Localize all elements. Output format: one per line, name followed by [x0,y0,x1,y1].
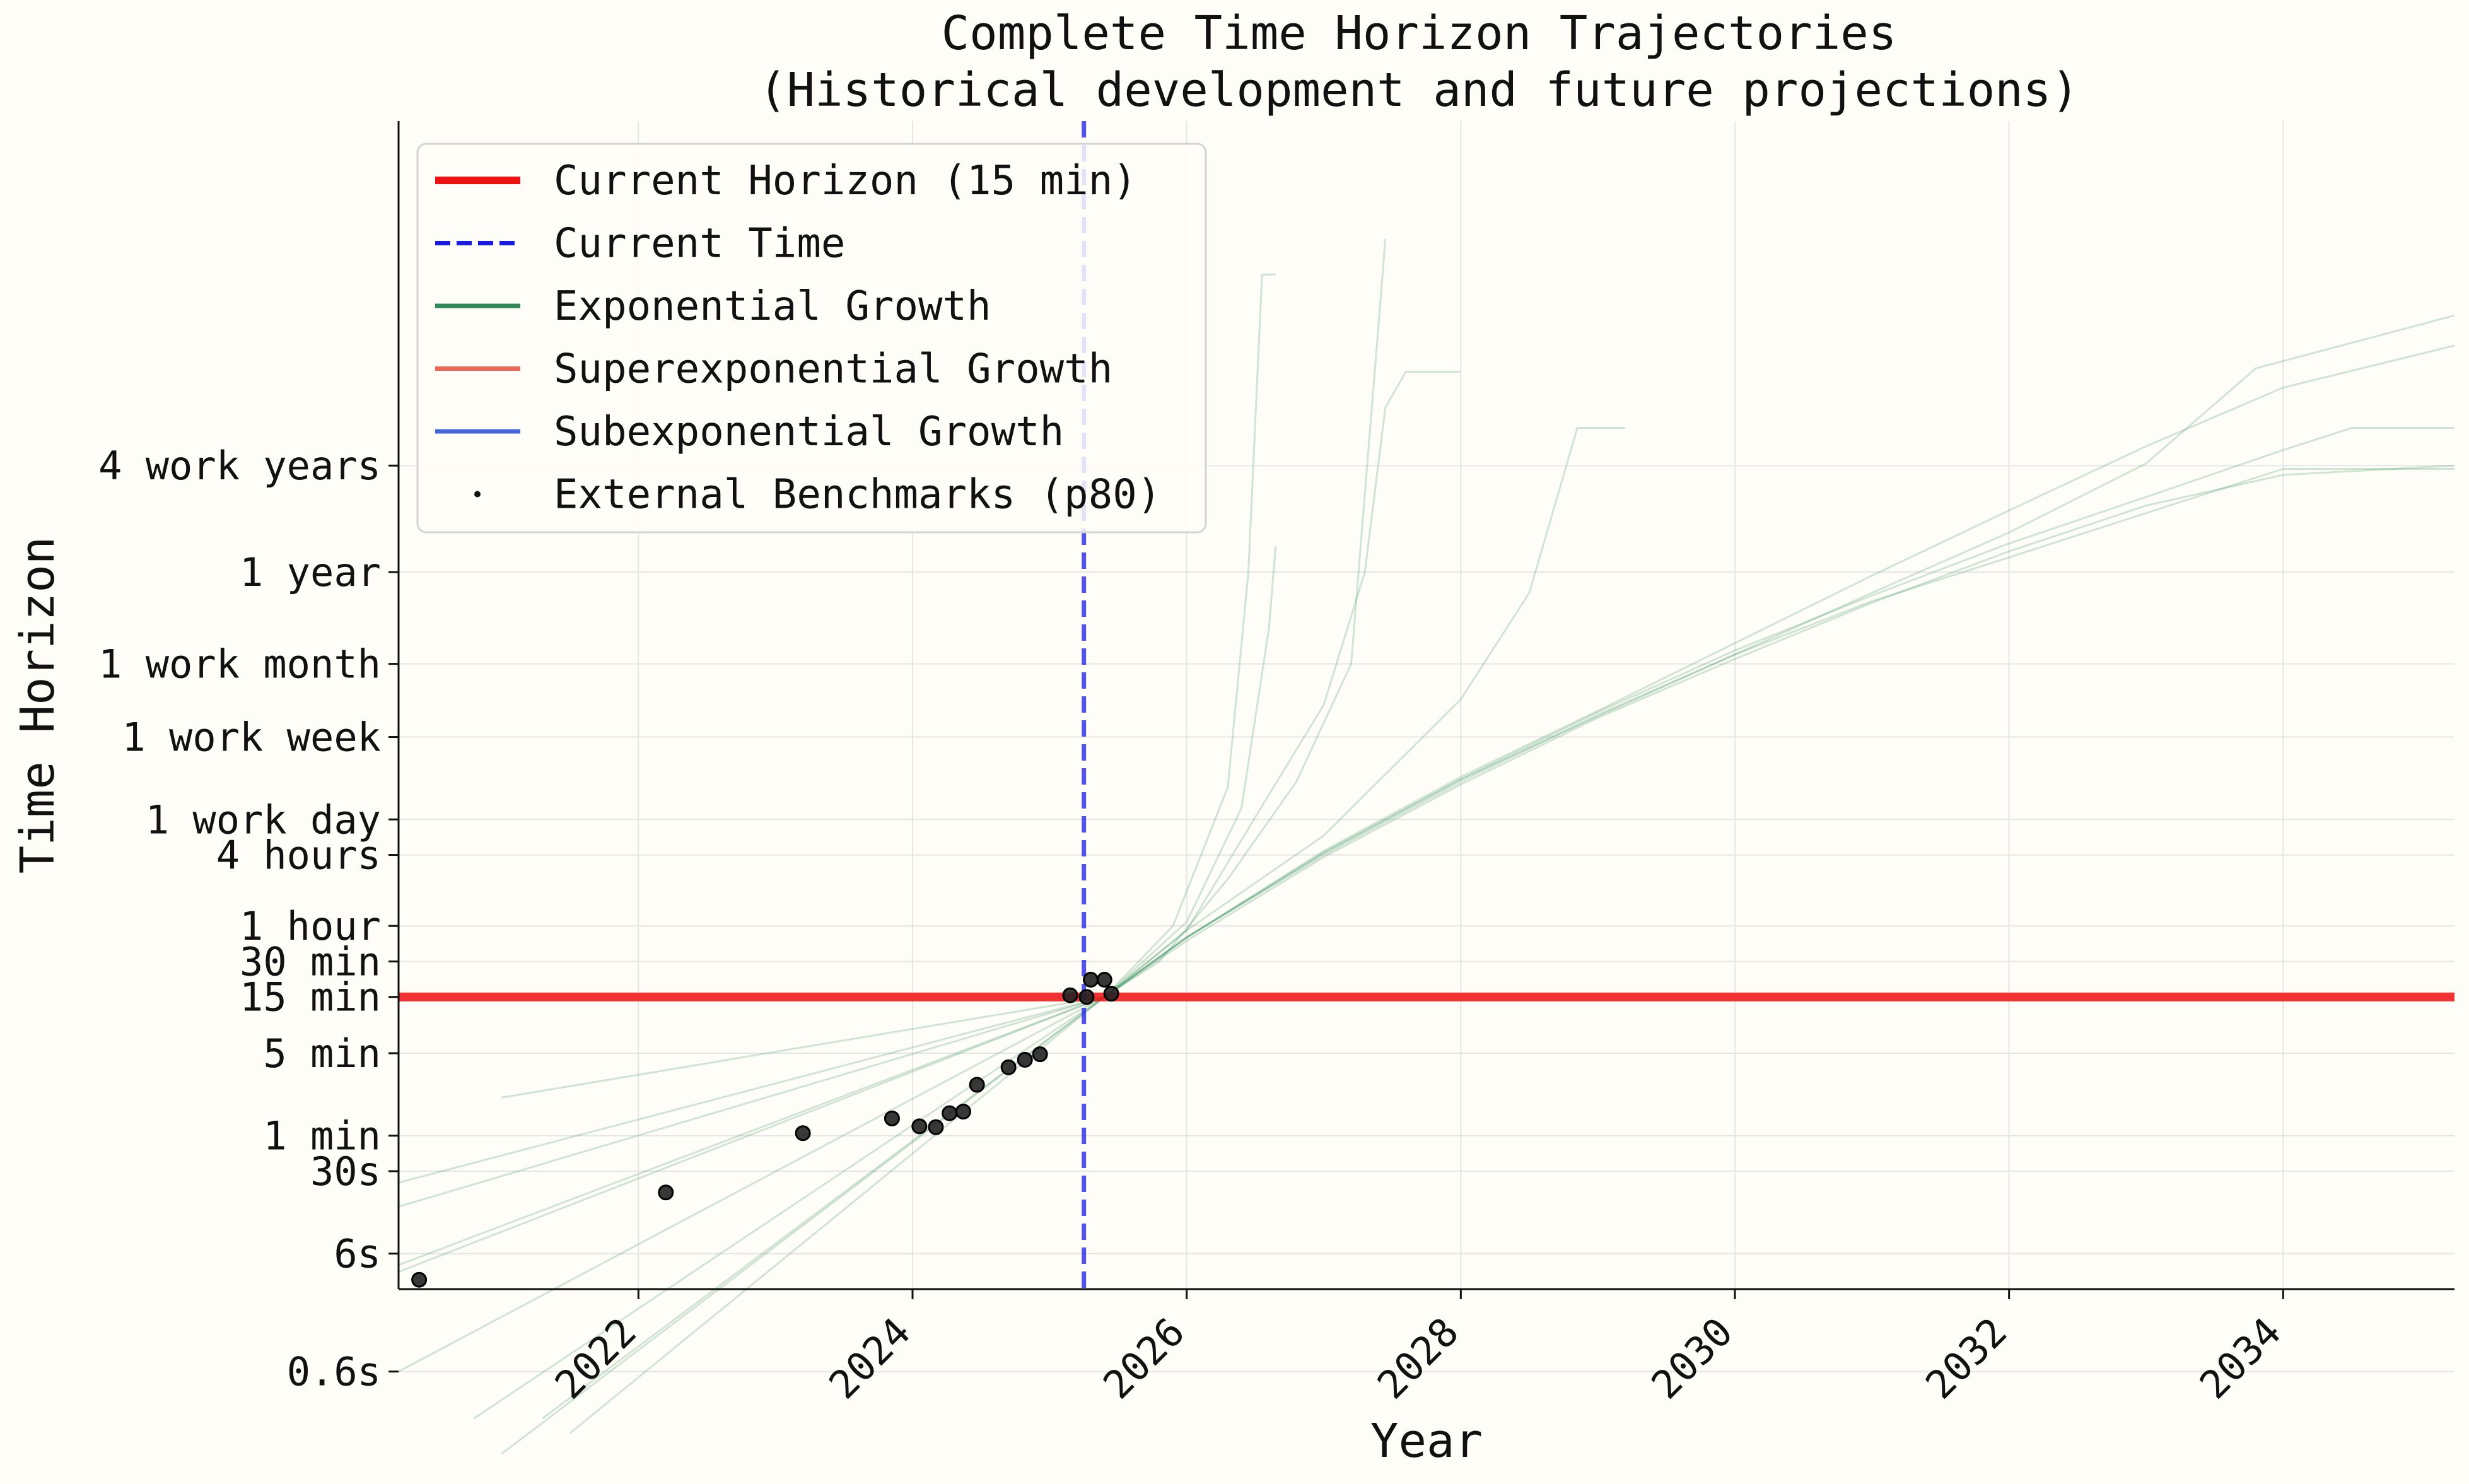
trajectory-line [398,427,2454,1273]
y-tick-label: 1 min [263,1113,381,1159]
benchmark-point [1000,1059,1017,1075]
benchmark-point [1096,971,1112,988]
legend-label: External Benchmarks (p80) [554,472,1161,518]
y-tick-label: 1 hour [240,903,381,949]
benchmark-point [658,1184,674,1201]
legend-label: Current Horizon (15 min) [554,158,1137,204]
legend-label: Superexponential Growth [554,346,1112,393]
trajectory-line [398,314,2455,1266]
legend-label: Exponential Growth [554,283,991,330]
y-tick-label: 6s [334,1231,381,1277]
y-tick-label: 4 work years [98,443,381,489]
benchmark-point [795,1125,811,1142]
trajectory-line [398,468,2454,1184]
benchmark-point [928,1119,944,1135]
benchmark-point [1078,989,1095,1005]
trajectory-line [398,464,2455,1373]
y-tick-label: 4 hours [216,833,381,879]
y-tick-label: 30s [310,1148,381,1195]
legend-marker [474,491,481,498]
legend-label: Subexponential Growth [554,409,1064,455]
legend-label: Current Time [554,221,845,267]
y-tick-label: 1 work week [122,715,381,761]
y-tick-label: 1 year [240,549,381,595]
x-axis-label: Year [1370,1414,1483,1468]
benchmark-point [1032,1046,1048,1063]
y-tick-label: 1 work month [98,641,381,687]
y-tick-label: 0.6s [287,1349,381,1395]
legend: Current Horizon (15 min) Current Time Expo… [416,143,1207,534]
trajectory-line [501,427,1626,1455]
benchmark-point [911,1118,928,1135]
trajectory-line [473,370,1461,1420]
legend-entries: Current Horizon (15 min) Current Time Expo… [435,158,1161,518]
y-tick-label: 15 min [240,974,381,1020]
benchmark-point [1062,987,1078,1003]
y-tick-label: 5 min [263,1031,381,1077]
y-tick-label: 1 work day [146,797,381,843]
trajectory-lines [398,238,2455,1455]
benchmark-point [1103,986,1119,1002]
y-tick-label: 30 min [240,938,381,984]
benchmark-point [955,1104,971,1120]
legend-frame [416,143,1207,534]
chart-subtitle: (Historical development and future proje… [759,63,2079,117]
benchmark-point [1083,971,1099,988]
benchmark-point [1017,1051,1033,1068]
benchmark-points [411,971,1119,1288]
benchmark-point [411,1271,428,1288]
benchmark-point [942,1105,958,1121]
benchmark-point [884,1110,900,1126]
benchmark-point [969,1077,985,1093]
y-axis-label: Time Horizon [11,537,65,874]
trajectory-line [501,344,2455,1099]
chart-title: Complete Time Horizon Trajectories [942,6,1897,61]
